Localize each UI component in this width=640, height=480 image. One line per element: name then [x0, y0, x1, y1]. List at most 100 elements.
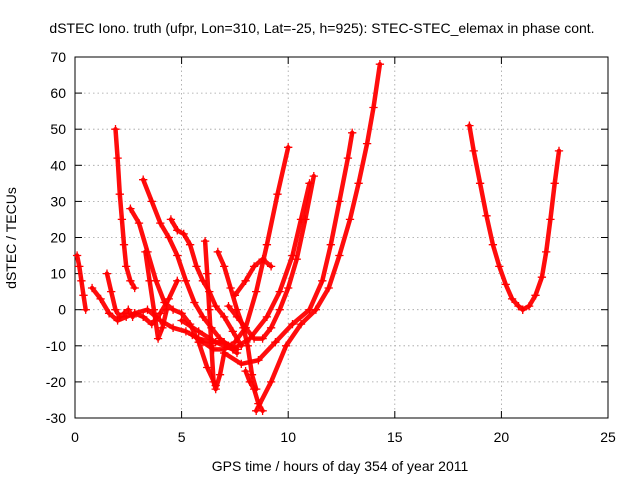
- series-arc-18: [230, 255, 276, 300]
- data-point: [143, 305, 152, 314]
- data-point: [258, 255, 267, 264]
- data-point: [185, 240, 195, 249]
- data-point: [524, 301, 534, 311]
- data-point: [224, 301, 233, 311]
- data-point: [211, 338, 220, 347]
- data-point: [79, 291, 88, 300]
- data-point: [262, 312, 272, 322]
- y-tick-label: 10: [50, 266, 66, 282]
- data-point: [153, 334, 163, 343]
- data-point: [220, 348, 229, 358]
- data-point: [266, 262, 276, 271]
- data-point: [117, 215, 127, 224]
- data-point: [177, 309, 186, 318]
- y-tick-label: 50: [50, 121, 66, 137]
- data-point: [281, 341, 291, 350]
- data-point: [258, 334, 267, 343]
- data-point: [288, 319, 297, 329]
- data-point: [119, 240, 129, 249]
- data-point: [130, 309, 139, 318]
- data-point: [531, 291, 540, 300]
- data-point: [230, 338, 240, 347]
- data-point: [179, 229, 188, 239]
- x-tick-label: 0: [71, 429, 79, 445]
- data-point: [192, 262, 201, 271]
- data-point: [87, 283, 97, 293]
- series-arc-04: [111, 125, 139, 293]
- y-axis-label: dSTEC / TECUs: [3, 187, 19, 289]
- data-point: [122, 262, 131, 271]
- data-point: [495, 262, 504, 271]
- data-point: [354, 179, 363, 188]
- data-point: [292, 255, 301, 264]
- data-point: [188, 330, 197, 340]
- data-point: [550, 179, 559, 188]
- data-point: [190, 298, 199, 307]
- data-point: [166, 215, 176, 224]
- data-point: [173, 226, 182, 235]
- x-tick-label: 25: [600, 429, 616, 445]
- chart-title: dSTEC Iono. truth (ufpr, Lon=310, Lat=-2…: [49, 20, 594, 36]
- data-point: [147, 197, 156, 206]
- data-point: [164, 233, 173, 242]
- data-point: [249, 384, 259, 394]
- data-point: [241, 323, 250, 332]
- data-point: [252, 287, 261, 296]
- data-point: [335, 251, 344, 260]
- series-line: [253, 61, 383, 414]
- data-point: [220, 262, 229, 271]
- data-point: [309, 171, 318, 181]
- data-point: [139, 312, 148, 322]
- data-point: [205, 305, 214, 314]
- y-tick-label: 60: [50, 85, 66, 101]
- y-tick-label: -20: [46, 374, 66, 390]
- y-tick-label: 70: [50, 49, 66, 65]
- data-point: [249, 334, 259, 343]
- data-point: [81, 305, 90, 314]
- data-point: [247, 370, 257, 379]
- data-point: [501, 280, 510, 289]
- data-point: [130, 283, 139, 293]
- data-point: [145, 276, 154, 285]
- y-tick-label: -10: [46, 338, 66, 354]
- plot-frame: [74, 56, 609, 419]
- data-point: [139, 175, 148, 184]
- data-point: [546, 215, 555, 224]
- data-point: [375, 60, 385, 69]
- data-point: [232, 312, 242, 322]
- data-point: [362, 139, 372, 148]
- data-point: [226, 283, 235, 293]
- data-point: [482, 211, 491, 220]
- data-point: [275, 287, 284, 296]
- series-arc-20: [518, 146, 564, 314]
- data-point: [518, 305, 527, 314]
- data-point: [160, 298, 169, 307]
- data-point: [266, 323, 276, 332]
- data-point: [96, 294, 105, 304]
- data-point: [194, 327, 203, 336]
- data-point: [284, 283, 293, 293]
- series-arc-17: [252, 60, 385, 415]
- series-line: [143, 249, 169, 341]
- data-point: [162, 305, 171, 314]
- data-point: [124, 305, 133, 314]
- series-line: [202, 238, 227, 392]
- series-line: [179, 181, 312, 352]
- series-arc-15: [224, 171, 318, 343]
- data-point: [107, 287, 116, 296]
- x-axis-label: GPS time / hours of day 354 of year 2011: [212, 458, 469, 474]
- data-point: [203, 269, 212, 278]
- series-arc-01: [72, 251, 90, 314]
- data-point: [318, 276, 327, 285]
- data-point: [113, 153, 122, 163]
- data-point: [111, 305, 120, 314]
- data-point: [168, 323, 178, 332]
- data-point: [237, 359, 246, 369]
- data-point: [243, 341, 252, 350]
- y-tick-label: 20: [50, 230, 66, 246]
- y-tick-label: 30: [50, 193, 66, 209]
- data-point: [469, 146, 478, 156]
- series-line: [190, 145, 291, 352]
